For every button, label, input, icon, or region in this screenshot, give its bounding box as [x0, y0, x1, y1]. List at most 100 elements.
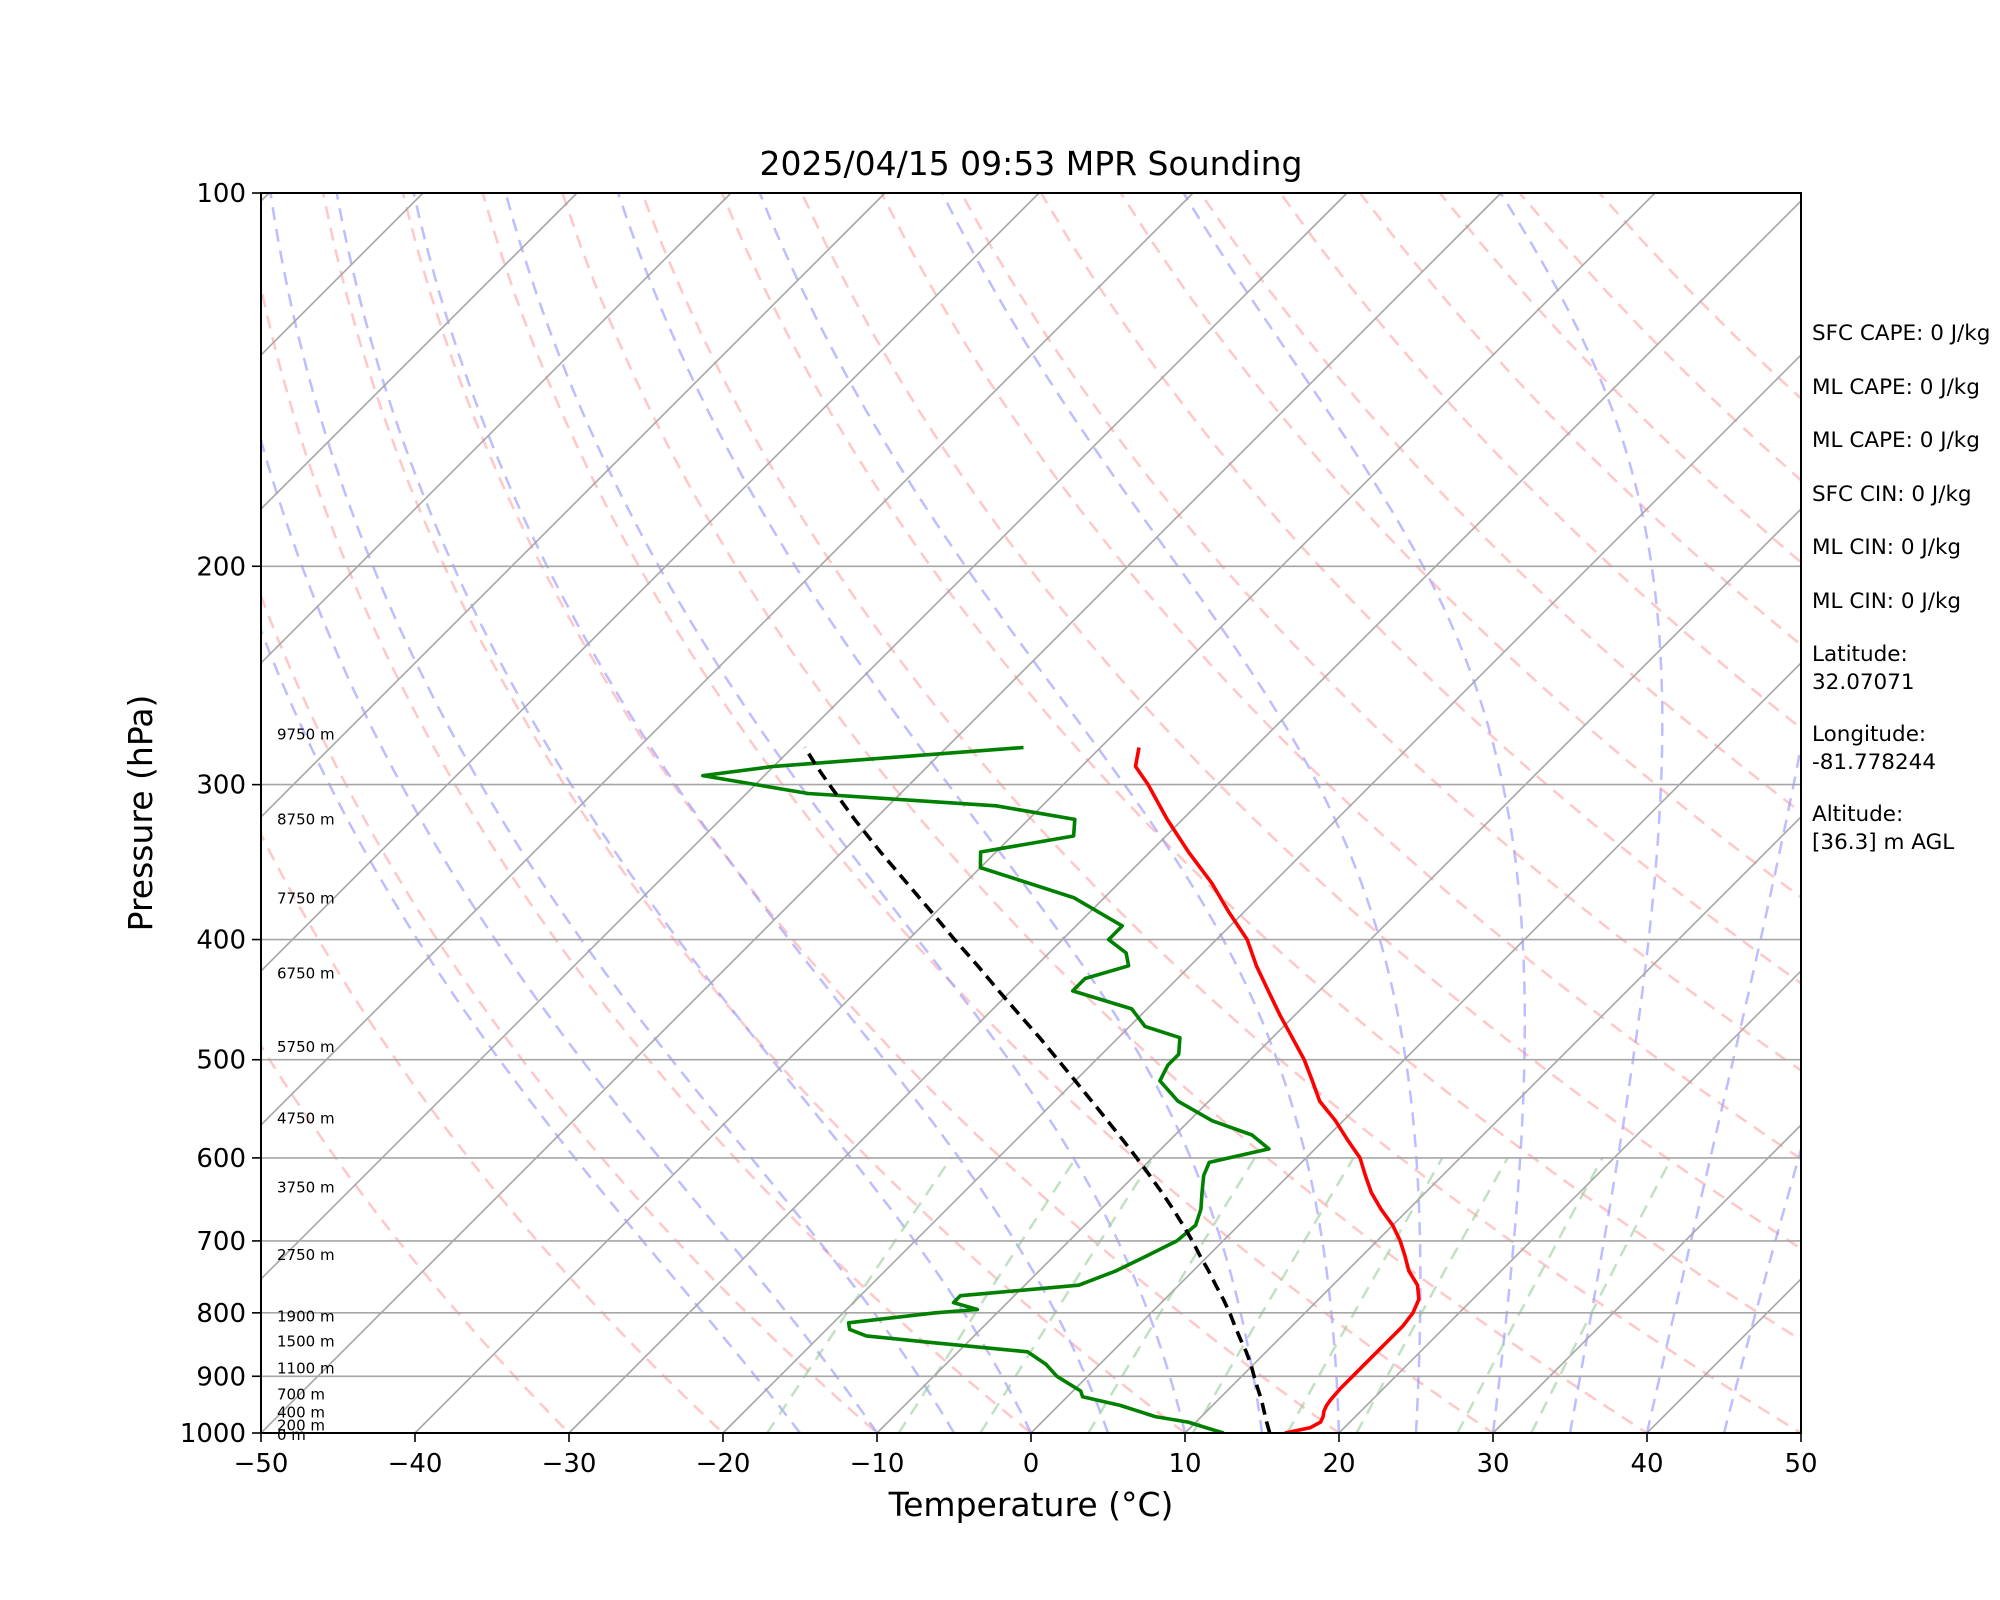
height-label: 5750 m	[277, 1038, 335, 1056]
dry-adiabat-line	[261, 831, 725, 1433]
height-label: 8750 m	[277, 810, 335, 828]
isotherm-line	[261, 193, 732, 665]
mixing-ratio-line	[897, 1157, 1077, 1433]
height-label: 4750 m	[277, 1110, 335, 1128]
isotherm-line	[1492, 1123, 1801, 1433]
height-label: 2750 m	[277, 1246, 335, 1264]
stat-latitude: Latitude:	[1812, 642, 1908, 667]
height-label: 3750 m	[277, 1179, 335, 1197]
dry-adiabat-line	[401, 193, 1342, 1433]
dry-adiabat-line	[561, 193, 1650, 1433]
stat-longitude: -81.778244	[1812, 750, 1936, 775]
moist-adiabat-line	[758, 193, 1341, 1433]
isotherm-line	[722, 353, 1801, 1433]
moist-adiabat-line	[1182, 193, 1527, 1433]
x-tick-label: −20	[696, 1449, 751, 1479]
x-tick-label: 0	[1023, 1449, 1040, 1479]
dry-adiabat-line	[960, 193, 1801, 1072]
y-tick-label: 800	[196, 1299, 246, 1329]
height-label: 1500 m	[277, 1333, 335, 1351]
height-label: 7750 m	[277, 889, 335, 907]
moist-adiabat-line	[412, 193, 1110, 1433]
stat-sfc-cape: SFC CAPE: 0 J/kg	[1812, 321, 1990, 346]
dry-adiabat-line	[640, 193, 1801, 1433]
x-tick-label: 10	[1168, 1449, 1201, 1479]
mixing-ratio-line	[979, 1157, 1154, 1433]
stat-altitude: Altitude:	[1812, 802, 1903, 827]
stat-ml-cape-1: ML CAPE: 0 J/kg	[1812, 375, 1980, 400]
y-axis: 100 200 300 400 500 600 700 800 900 1000	[180, 179, 261, 1449]
x-tick-label: −40	[388, 1449, 443, 1479]
moist-adiabat-line	[1499, 193, 1664, 1433]
y-tick-label: 100	[196, 179, 246, 209]
height-label: 0 m	[277, 1426, 306, 1444]
dewpoint-profile-line	[700, 745, 1271, 1433]
moist-adiabat-line	[269, 193, 956, 1433]
dry-adiabat-line	[1119, 193, 1801, 899]
x-axis: −50 −40 −30 −20 −10 0 10 20 30 40 50	[234, 1433, 1818, 1479]
moist-adiabat-line	[335, 193, 1033, 1433]
y-tick-label: 300	[196, 771, 246, 801]
height-label: 1900 m	[277, 1308, 335, 1326]
y-tick-label: 1000	[180, 1419, 246, 1449]
moist-adiabat-line	[261, 626, 801, 1433]
x-axis-title: Temperature (°C)	[888, 1485, 1174, 1524]
x-tick-label: −30	[542, 1449, 597, 1479]
y-tick-label: 200	[196, 552, 246, 582]
height-label: 700 m	[277, 1386, 325, 1404]
x-tick-label: 20	[1322, 1449, 1355, 1479]
stat-latitude: 32.07071	[1812, 670, 1915, 695]
height-label: 1100 m	[277, 1359, 335, 1377]
temperature-profile-line	[1133, 747, 1421, 1433]
height-label: 6750 m	[277, 965, 335, 983]
moist-adiabat-line	[1722, 1145, 1801, 1433]
x-tick-label: 50	[1784, 1449, 1817, 1479]
isotherm-line	[1030, 661, 1801, 1433]
y-tick-label: 400	[196, 926, 246, 956]
stat-sfc-cin: SFC CIN: 0 J/kg	[1812, 482, 1972, 507]
chart-title: 2025/04/15 09:53 MPR Sounding	[759, 144, 1302, 183]
y-axis-title: Pressure (hPa)	[121, 695, 160, 932]
stat-ml-cin-1: ML CIN: 0 J/kg	[1812, 535, 1961, 560]
mixing-ratio-line	[1530, 1157, 1673, 1433]
dry-adiabat-line	[261, 281, 1033, 1433]
isotherm-line	[1338, 969, 1801, 1433]
dry-adiabat-line	[720, 193, 1801, 1342]
height-label: 200 m	[277, 1416, 325, 1434]
isotherm-line	[0, 193, 115, 1433]
x-tick-label: −10	[850, 1449, 905, 1479]
sounding-stats-panel: SFC CAPE: 0 J/kg ML CAPE: 0 J/kg ML CAPE: …	[1812, 321, 1990, 855]
y-tick-label: 700	[196, 1227, 246, 1257]
isotherm-line	[261, 193, 1194, 1127]
moist-adiabat-line	[1645, 740, 1801, 1433]
y-tick-label: 500	[196, 1046, 246, 1076]
stat-ml-cin-2: ML CIN: 0 J/kg	[1812, 589, 1961, 614]
mixing-ratio-line	[1087, 1157, 1256, 1433]
dry-adiabat-line	[1199, 193, 1801, 814]
stat-altitude: [36.3] m AGL	[1812, 830, 1954, 855]
dry-adiabat-line	[321, 193, 1188, 1433]
moist-adiabat-line	[617, 193, 1264, 1433]
x-tick-label: 30	[1476, 1449, 1509, 1479]
mixing-ratio-line	[1456, 1157, 1604, 1433]
stat-longitude: Longitude:	[1812, 722, 1926, 747]
dry-adiabat-line	[1279, 193, 1801, 730]
dry-adiabat-line	[261, 592, 879, 1433]
dry-adiabat-line	[261, 1043, 571, 1433]
isotherm-line	[261, 193, 1348, 1281]
isotherm-line	[568, 199, 1801, 1433]
moist-adiabat-line	[504, 193, 1187, 1433]
height-label: 400 m	[277, 1404, 325, 1422]
moist-adiabat-line	[940, 193, 1422, 1433]
isotherm-line	[261, 193, 578, 511]
x-tick-label: 40	[1630, 1449, 1663, 1479]
y-tick-label: 600	[196, 1144, 246, 1174]
parcel-profile-line	[803, 746, 1272, 1433]
height-label: 9750 m	[277, 726, 335, 744]
dry-adiabat-line	[481, 193, 1496, 1433]
isotherm-line	[261, 193, 1502, 1433]
isotherm-line	[261, 193, 1040, 973]
stat-ml-cape-2: ML CAPE: 0 J/kg	[1812, 428, 1980, 453]
